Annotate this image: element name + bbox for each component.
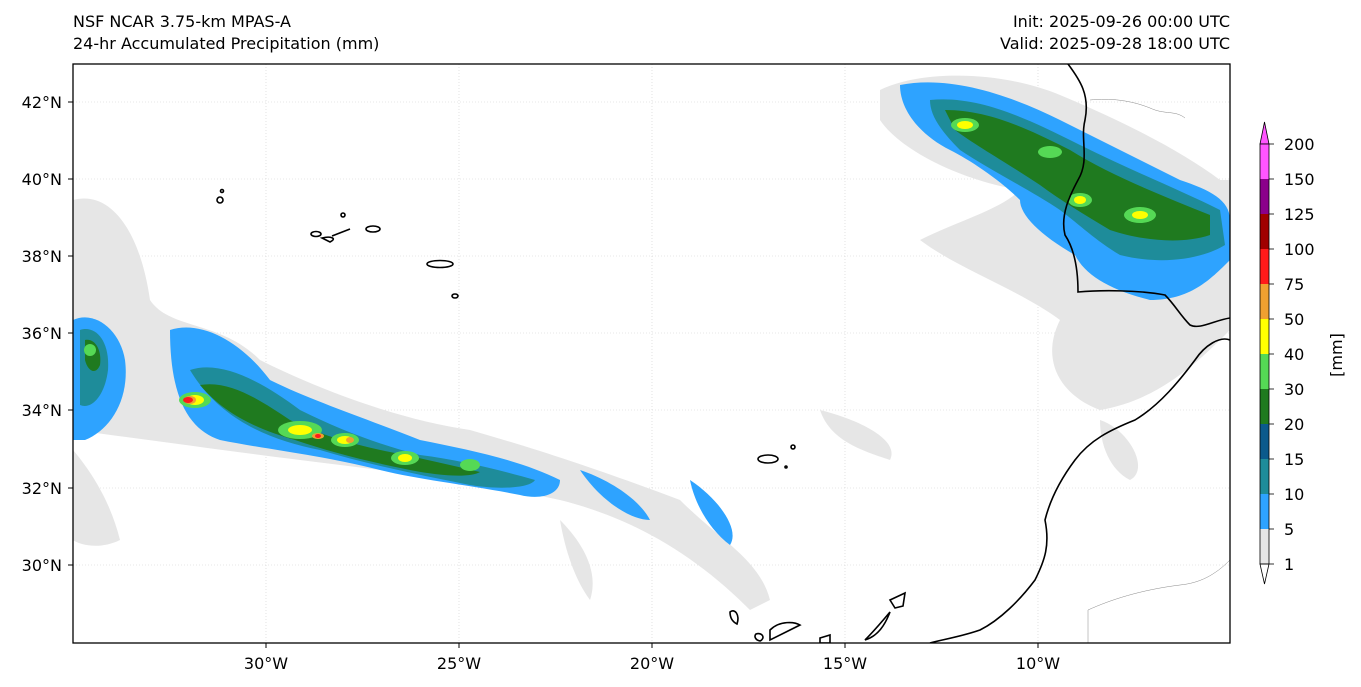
colorbar-segment <box>1260 144 1269 179</box>
colorbar-extend-min <box>1259 563 1270 585</box>
colorbar-segment <box>1260 319 1269 354</box>
colorbar-tick-label: 5 <box>1284 520 1294 539</box>
lon-tick-label: 25°W <box>437 654 481 673</box>
lat-tick-label: 40°N <box>22 170 62 189</box>
colorbar-tick-label: 50 <box>1284 310 1304 329</box>
colorbar-tick-label: 75 <box>1284 275 1304 294</box>
colorbar-tick-label: 125 <box>1284 205 1315 224</box>
colorbar-tick-label: 100 <box>1284 240 1315 259</box>
lat-tick-labels: 42°N 40°N 38°N 36°N 34°N 32°N 30°N <box>22 93 62 575</box>
lat-tick-marks <box>68 101 73 566</box>
lat-tick-label: 42°N <box>22 93 62 112</box>
colorbar-tick-label: 1 <box>1284 555 1294 574</box>
lon-tick-label: 20°W <box>630 654 674 673</box>
colorbar-tick-label: 30 <box>1284 380 1304 399</box>
colorbar-tick-label: 20 <box>1284 415 1304 434</box>
lon-tick-label: 10°W <box>1016 654 1060 673</box>
colorbar-segment <box>1260 424 1269 459</box>
lat-tick-label: 38°N <box>22 247 62 266</box>
colorbar-extend-max <box>1259 121 1270 145</box>
field-title: 24-hr Accumulated Precipitation (mm) <box>73 34 380 53</box>
colorbar-tick-label: 150 <box>1284 170 1315 189</box>
precip-75mm-cells <box>183 397 321 438</box>
lon-tick-label: 30°W <box>244 654 288 673</box>
colorbar-tick-label: 200 <box>1284 135 1315 154</box>
lat-tick-label: 34°N <box>22 401 62 420</box>
colorbar-segment <box>1260 494 1269 529</box>
colorbar-tick-label: 15 <box>1284 450 1304 469</box>
colorbar-segment <box>1260 249 1269 284</box>
lon-tick-labels: 30°W 25°W 20°W 15°W 10°W <box>244 654 1060 673</box>
colorbar-tick-label: 10 <box>1284 485 1304 504</box>
lon-tick-marks <box>265 643 1039 648</box>
lat-tick-label: 32°N <box>22 479 62 498</box>
valid-time: Valid: 2025-09-28 18:00 UTC <box>999 34 1230 53</box>
colorbar-segment <box>1260 459 1269 494</box>
country-borders <box>1087 99 1230 643</box>
colorbar-segment <box>1260 179 1269 214</box>
init-time: Init: 2025-09-26 00:00 UTC <box>1012 12 1230 31</box>
lat-tick-label: 30°N <box>22 556 62 575</box>
colorbar-segment <box>1260 284 1269 319</box>
colorbar-tick-label: 40 <box>1284 345 1304 364</box>
model-title: NSF NCAR 3.75-km MPAS-A <box>73 12 291 31</box>
colorbar-segment <box>1260 354 1269 389</box>
colorbar-label: [mm] <box>1327 333 1346 377</box>
colorbar-segment <box>1260 389 1269 424</box>
lon-tick-label: 15°W <box>823 654 867 673</box>
coastlines <box>216 64 1230 643</box>
colorbar-segment <box>1260 529 1269 564</box>
colorbar-segment <box>1260 214 1269 249</box>
lat-tick-label: 36°N <box>22 324 62 343</box>
